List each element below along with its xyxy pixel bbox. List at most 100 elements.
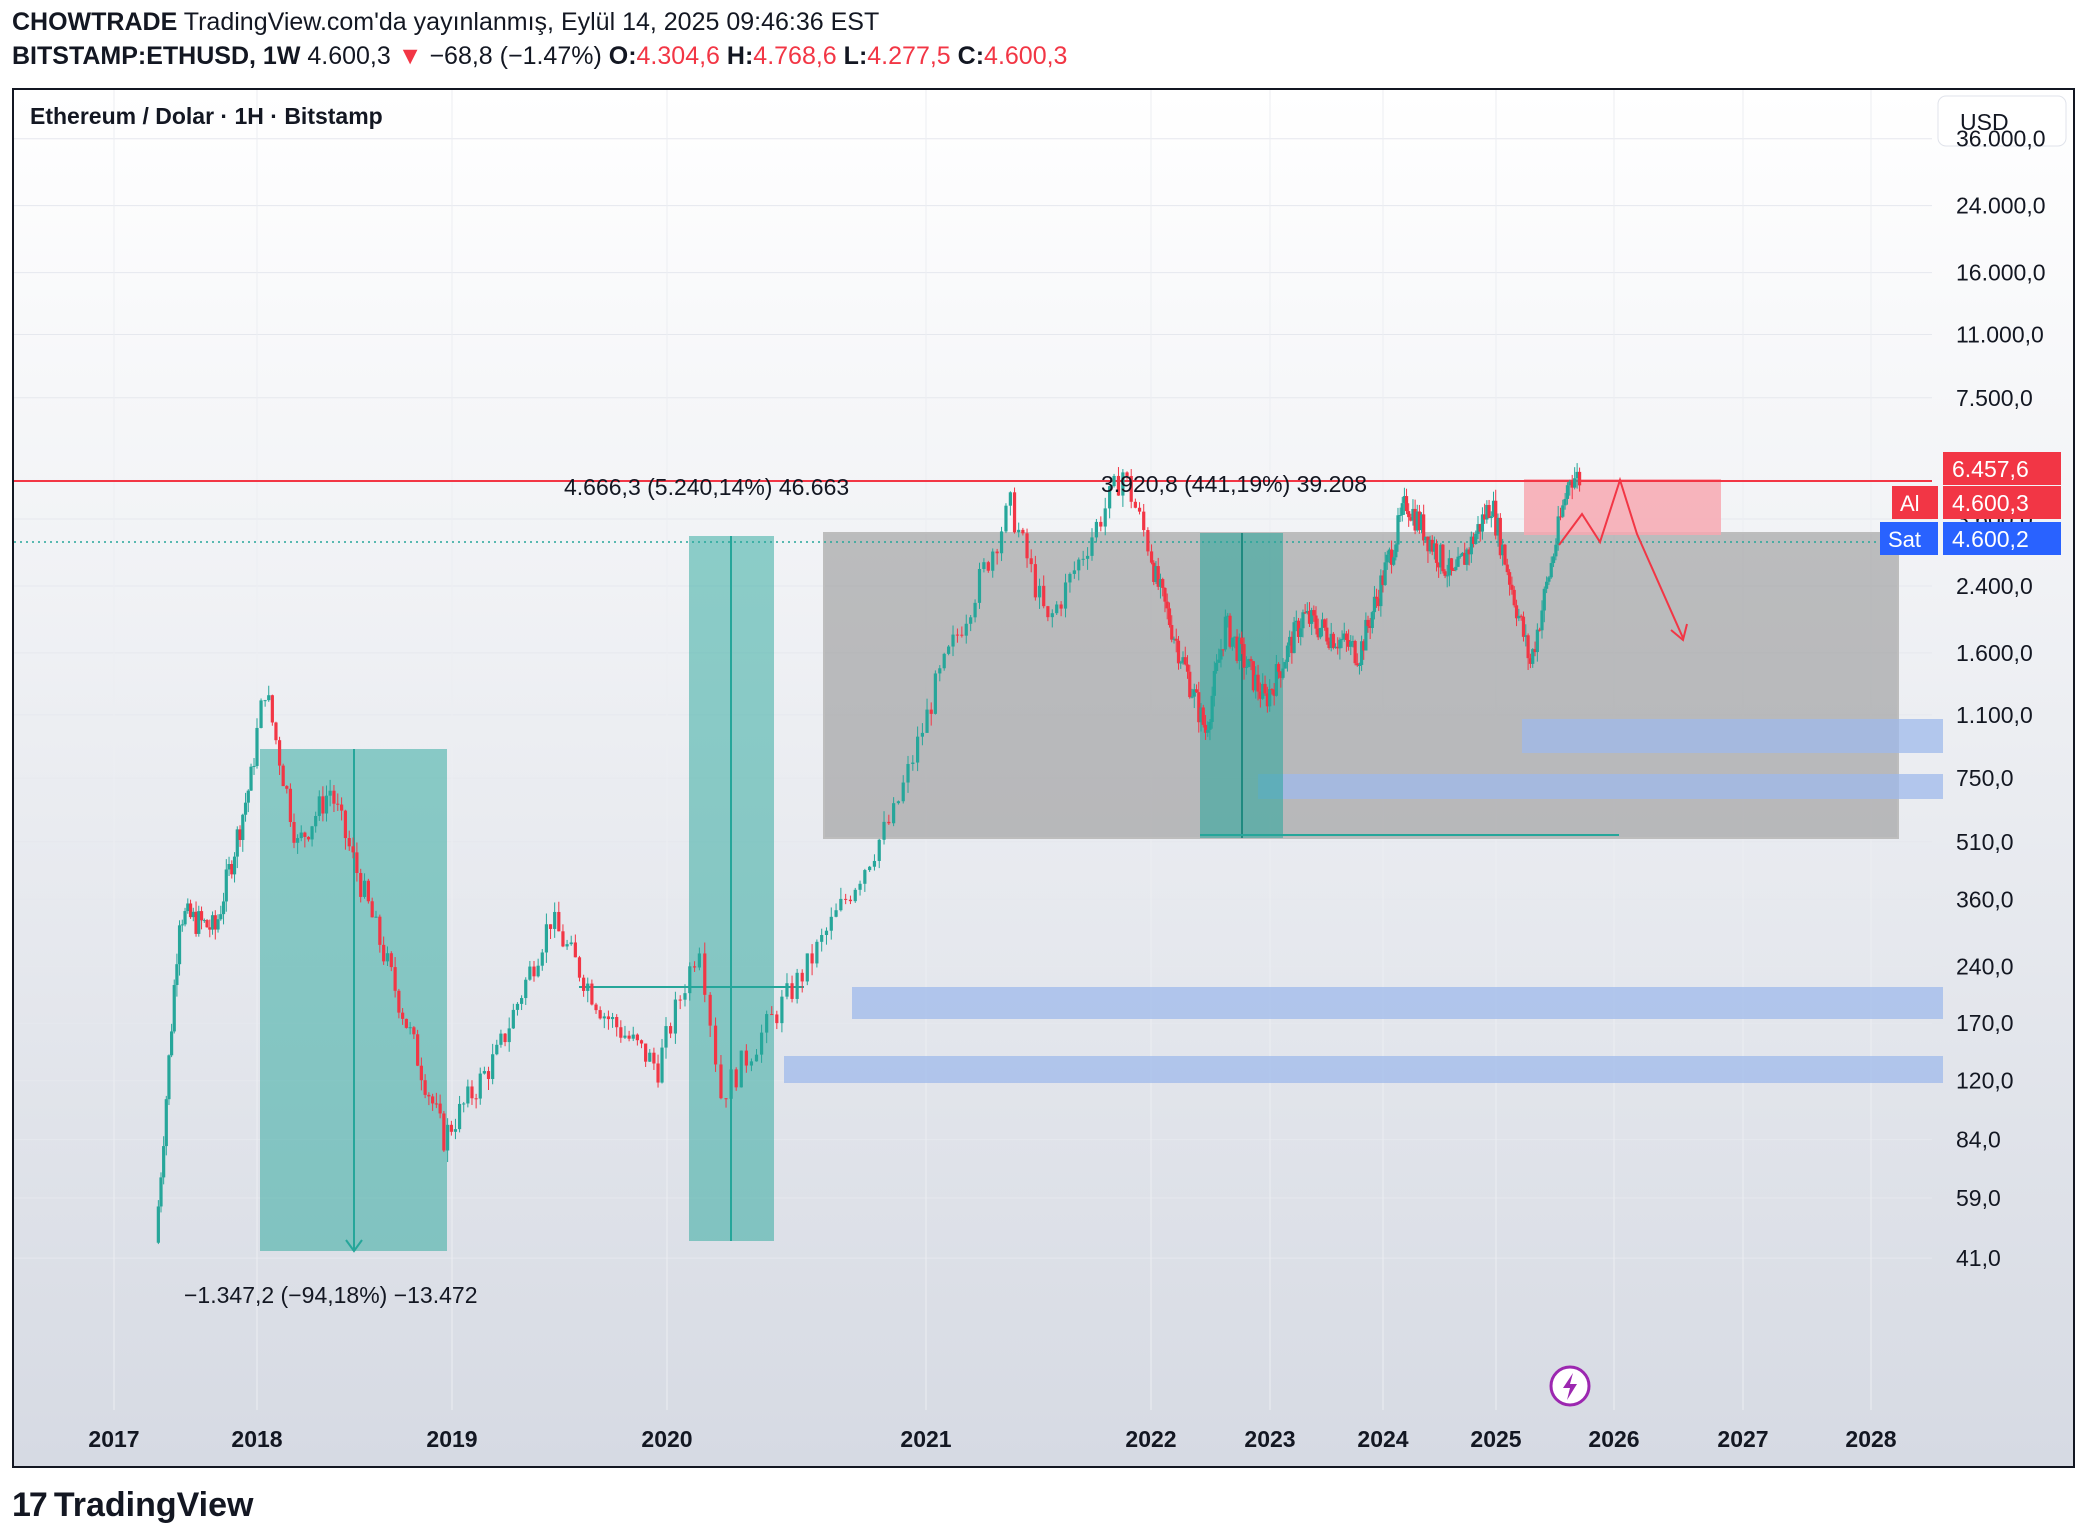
candle-body xyxy=(1199,707,1203,723)
candle-body xyxy=(241,814,245,840)
candle-body xyxy=(524,979,528,999)
candle-body xyxy=(1165,601,1169,609)
candle-body xyxy=(744,1050,748,1066)
candle-body xyxy=(1374,596,1379,599)
candle-body xyxy=(673,999,677,1034)
candle-body xyxy=(1121,472,1125,496)
candle-body xyxy=(1362,641,1366,651)
year-tick-label: 2021 xyxy=(900,1426,951,1452)
candle-body xyxy=(1447,558,1451,576)
candle-body xyxy=(1190,696,1194,698)
chart-frame[interactable]: 3.920,8 (441,19%) 39.208 4.666,3 (5.240,… xyxy=(12,88,2075,1468)
candle-body xyxy=(186,903,190,912)
candle-body xyxy=(1081,558,1085,560)
demand-zone-1[interactable] xyxy=(1522,719,1943,753)
candle-body xyxy=(495,1044,499,1055)
candle-body xyxy=(1281,668,1285,678)
candle-body xyxy=(1417,511,1421,531)
candle-body xyxy=(1554,544,1558,557)
candle-body xyxy=(1158,579,1163,587)
candle-body xyxy=(1172,638,1176,640)
candle-body xyxy=(1279,671,1283,678)
demand-zone-3[interactable] xyxy=(852,987,1943,1019)
candle-body xyxy=(1445,575,1449,577)
candle-body xyxy=(688,966,692,994)
candle-body xyxy=(938,668,942,674)
candle-body xyxy=(1547,577,1551,582)
candle-body xyxy=(1077,559,1081,571)
candle-body xyxy=(1353,640,1357,664)
candle-body xyxy=(1012,492,1017,533)
candle-body xyxy=(162,1146,166,1178)
candle-body xyxy=(1316,628,1320,638)
chart-canvas[interactable]: 3.920,8 (441,19%) 39.208 4.666,3 (5.240,… xyxy=(14,90,2073,1466)
candle-body xyxy=(1485,504,1489,520)
candle-body xyxy=(1233,636,1237,638)
candle-body xyxy=(1364,619,1368,651)
sell-tag-value: 4.600,2 xyxy=(1952,526,2029,552)
buy-tag-label-box[interactable] xyxy=(1892,486,1938,519)
candle-body xyxy=(159,1177,163,1207)
time-axis[interactable]: 2017 2018 2019 2020 2021 2022 2023 2024 2025 2026… xyxy=(88,1426,1896,1452)
candle-body xyxy=(839,898,843,911)
candle-body xyxy=(1170,625,1174,640)
candle-body xyxy=(389,953,393,968)
candle-body xyxy=(713,1025,718,1065)
candle-body xyxy=(1112,475,1116,487)
candle-body xyxy=(164,1099,168,1147)
candle-body xyxy=(648,1052,652,1062)
candle-body xyxy=(1329,633,1333,649)
candle-body xyxy=(1312,610,1316,616)
candle-body xyxy=(901,782,905,802)
price-tick-label: 36.000,0 xyxy=(1956,126,2046,152)
demand-zone-4[interactable] xyxy=(784,1056,1943,1083)
candle-body xyxy=(1366,619,1370,627)
candle-body xyxy=(1183,657,1187,665)
sell-tag-label-box[interactable] xyxy=(1880,522,1938,555)
candle-body xyxy=(1228,615,1232,647)
demand-zone-2[interactable] xyxy=(1258,774,1943,799)
candle-body xyxy=(404,1018,408,1028)
candle-body xyxy=(911,762,915,764)
year-tick-label: 2020 xyxy=(641,1426,692,1452)
candle-body xyxy=(602,1016,606,1019)
candle-body xyxy=(1387,549,1392,555)
drawing-zones xyxy=(260,479,1943,1253)
candle-body xyxy=(960,634,964,636)
candle-body xyxy=(872,860,877,867)
candle-body xyxy=(1203,724,1208,733)
tradingview-logo-icon: 17 xyxy=(12,1486,48,1524)
candle-body xyxy=(1008,492,1012,506)
currency-button[interactable] xyxy=(1937,95,2067,147)
candle-body xyxy=(1133,501,1137,508)
symbol-name: BITSTAMP:ETHUSD, 1W xyxy=(12,42,301,70)
lightning-icon[interactable] xyxy=(1549,1365,1591,1407)
candle-body xyxy=(288,788,293,823)
candle-body xyxy=(1577,471,1582,486)
author-name: CHOWTRADE xyxy=(12,8,178,36)
candle-body xyxy=(1342,633,1346,639)
candle-body xyxy=(1325,627,1329,642)
candle-body xyxy=(1299,628,1303,637)
high-label: H: xyxy=(726,42,754,70)
candle-body xyxy=(892,803,896,824)
candle-body xyxy=(482,1071,486,1074)
candle-body xyxy=(1310,610,1314,624)
candle-body xyxy=(1149,551,1154,563)
candle-body xyxy=(1272,689,1276,696)
candle-body xyxy=(1487,504,1491,519)
candle-body xyxy=(1221,649,1225,651)
candle-body xyxy=(925,709,929,733)
candle-body xyxy=(1226,615,1230,617)
candle-body xyxy=(1004,505,1008,532)
candle-body xyxy=(1033,564,1037,598)
candle-body xyxy=(1565,485,1570,499)
candle-body xyxy=(1422,514,1426,541)
candle-body xyxy=(1163,587,1167,602)
price-axis[interactable]: 36.000,0 24.000,0 16.000,0 11.000,0 7.500,0 3… xyxy=(1956,126,2046,1271)
candle-body xyxy=(1285,645,1290,662)
candle-body xyxy=(644,1043,648,1062)
projection-path[interactable] xyxy=(1558,476,1688,642)
candle-body xyxy=(457,1103,462,1130)
candle-body xyxy=(929,709,933,714)
